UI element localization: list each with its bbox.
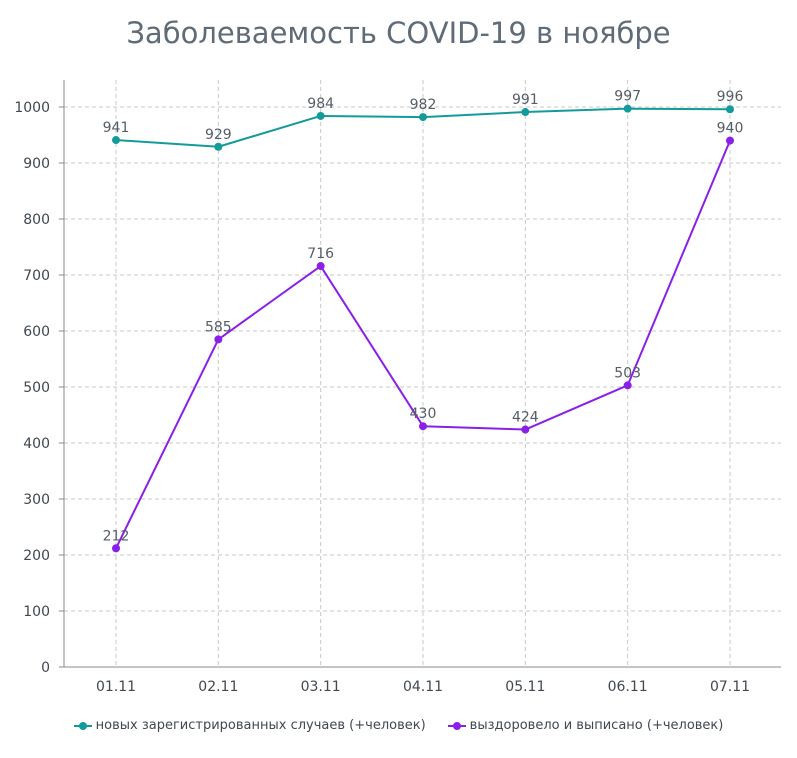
data-point[interactable] (214, 142, 223, 151)
x-axis-ticks: 01.11 02.11 03.11 04.11 05.11 06.11 07.11 (96, 679, 750, 695)
data-label: 716 (307, 246, 334, 262)
x-tick-label: 04.11 (403, 679, 443, 695)
data-label: 984 (307, 96, 334, 112)
x-tick-label: 03.11 (301, 679, 341, 695)
y-tick-label: 700 (23, 268, 50, 284)
y-tick-label: 300 (23, 492, 50, 508)
data-label: 940 (717, 121, 744, 137)
data-point[interactable] (623, 104, 632, 113)
legend-item-new-cases[interactable]: новых зарегистрированных случаев (+челов… (73, 718, 426, 733)
data-point[interactable] (521, 108, 530, 117)
data-label: 991 (512, 92, 539, 108)
x-tick-label: 01.11 (96, 679, 136, 695)
legend-item-recovered[interactable]: выздоровело и выписано (+человек) (447, 718, 724, 733)
legend-label-new-cases: новых зарегистрированных случаев (+челов… (95, 718, 426, 733)
y-tick-label: 400 (23, 436, 50, 452)
chart-title: Заболеваемость COVID-19 в ноябре (126, 16, 671, 50)
data-label: 424 (512, 410, 539, 426)
line-chart: 0 100 200 300 400 500 600 700 800 900 1000 01.11 02… (14, 80, 781, 695)
x-tick-label: 02.11 (198, 679, 238, 695)
y-tick-label: 600 (23, 324, 50, 340)
data-label: 212 (103, 528, 130, 544)
y-tick-label: 500 (23, 380, 50, 396)
data-label: 430 (410, 406, 437, 422)
data-point[interactable] (316, 111, 325, 120)
x-tick-label: 07.11 (710, 679, 750, 695)
data-point[interactable] (112, 136, 120, 145)
data-point[interactable] (521, 425, 530, 434)
y-tick-label: 100 (23, 604, 50, 620)
x-tick-label: 06.11 (608, 679, 648, 695)
data-point[interactable] (623, 381, 632, 390)
y-axis-ticks: 0 100 200 300 400 500 600 700 800 900 1000 (14, 100, 50, 676)
data-point[interactable] (419, 422, 427, 431)
y-tick-label: 0 (41, 660, 50, 676)
data-label: 982 (410, 97, 437, 113)
legend-swatch-recovered (447, 721, 466, 731)
y-tick-label: 1000 (14, 100, 50, 116)
x-tick-label: 05.11 (505, 679, 545, 695)
y-tick-label: 200 (23, 548, 50, 564)
data-point[interactable] (214, 335, 223, 344)
series: 941 929 984 982 991 997 996 212 585 716 430 424 503 9… (103, 89, 744, 553)
legend-label-recovered: выздоровело и выписано (+человек) (469, 718, 724, 733)
data-label: 503 (614, 365, 641, 381)
y-tick-label: 800 (23, 212, 50, 228)
grid (64, 80, 781, 667)
data-label: 929 (205, 127, 232, 143)
legend-swatch-new-cases (73, 721, 92, 731)
data-point[interactable] (726, 136, 734, 145)
series-0: 941 929 984 982 991 997 996 (103, 89, 744, 151)
y-tick-label: 900 (23, 156, 50, 172)
data-label: 997 (614, 89, 641, 105)
axes (59, 80, 781, 668)
data-point[interactable] (112, 544, 120, 553)
data-label: 996 (717, 89, 744, 105)
data-label: 941 (103, 120, 130, 136)
data-point[interactable] (316, 262, 325, 271)
legend: новых зарегистрированных случаев (+челов… (0, 718, 797, 733)
series-1: 212 585 716 430 424 503 940 (103, 121, 744, 553)
data-point[interactable] (726, 105, 734, 114)
data-label: 585 (205, 319, 232, 335)
data-point[interactable] (419, 113, 427, 122)
